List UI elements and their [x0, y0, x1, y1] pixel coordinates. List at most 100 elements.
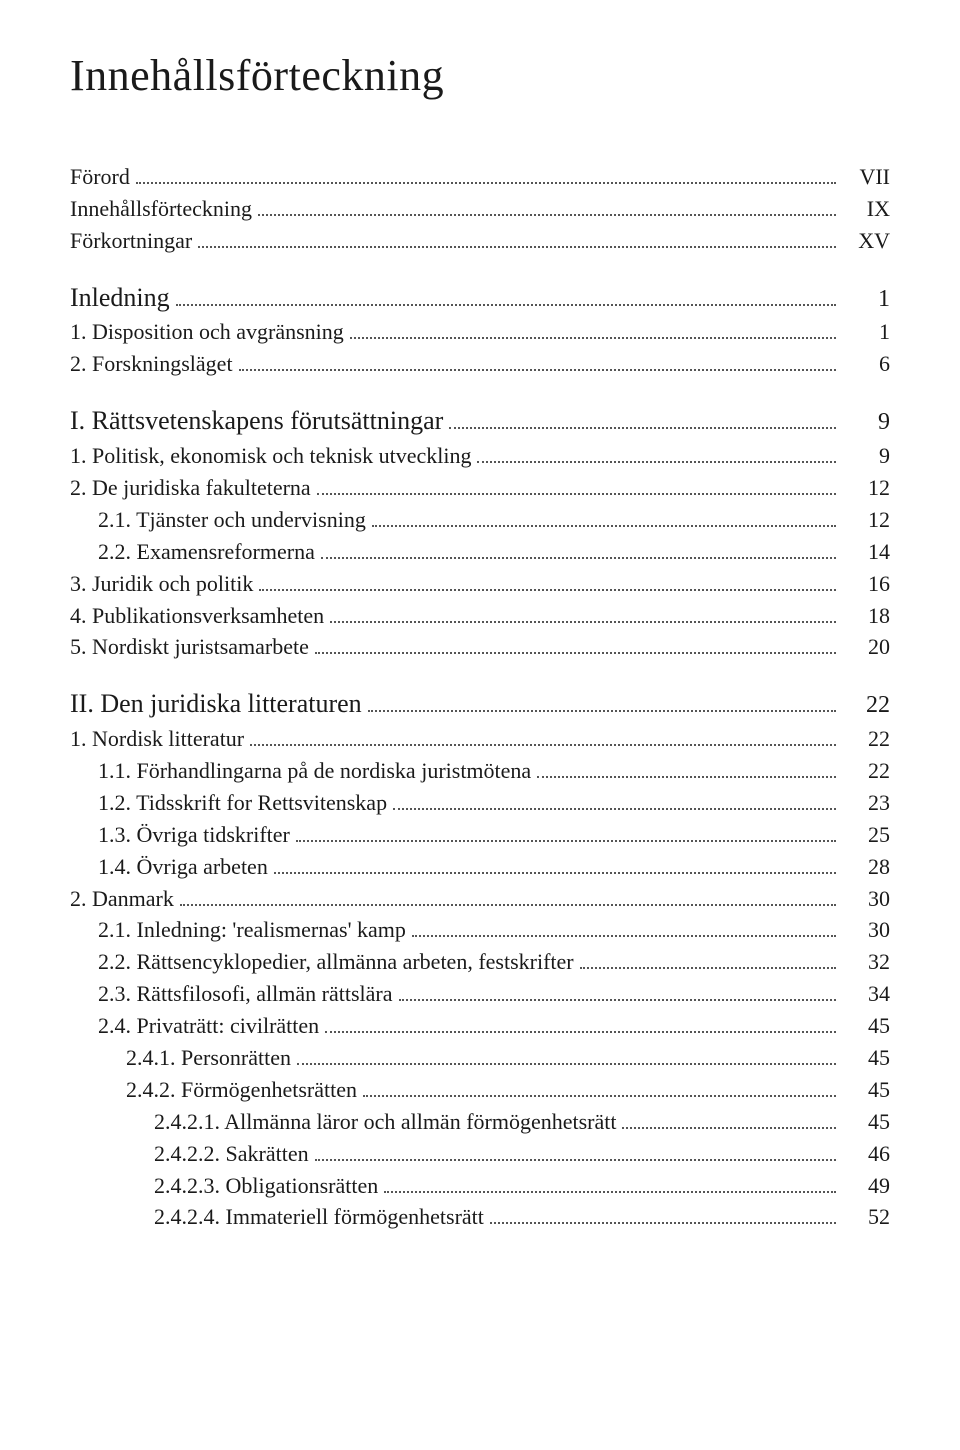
toc-entry-page: 20	[842, 631, 890, 663]
toc-entry-page: 30	[842, 883, 890, 915]
toc-entry-page: 45	[842, 1042, 890, 1074]
toc-entry-label: 2.1. Inledning: 'realismernas' kamp	[98, 914, 406, 946]
toc-entry-label: 2.1. Tjänster och undervisning	[98, 504, 366, 536]
toc-entry: 1.2. Tidsskrift for Rettsvitenskap23	[70, 787, 890, 819]
toc-entry: 2.3. Rättsfilosofi, allmän rättslära 34	[70, 978, 890, 1010]
toc-entry-page: XV	[842, 225, 890, 257]
toc-entry: I. Rättsvetenskapens förutsättningar 9	[70, 402, 890, 440]
toc-entry: 2.1. Tjänster och undervisning 12	[70, 504, 890, 536]
toc-entry: FörordVII	[70, 161, 890, 193]
toc-dot-leader	[622, 1107, 836, 1129]
toc-entry-label: 2. De juridiska fakulteterna	[70, 472, 311, 504]
toc-entry: 2.4. Privaträtt: civilrätten 45	[70, 1010, 890, 1042]
toc-entry-page: 45	[842, 1074, 890, 1106]
toc-block: II. Den juridiska litteraturen221. Nordi…	[70, 685, 890, 1233]
toc-entry-label: II. Den juridiska litteraturen	[70, 685, 362, 723]
toc-entry-label: 2.2. Examensreformerna	[98, 536, 315, 568]
toc-entry: Inledning1	[70, 279, 890, 317]
toc-entry: 1.4. Övriga arbeten 28	[70, 851, 890, 883]
toc-dot-leader	[393, 788, 836, 810]
toc-entry-label: 2.4.2.2. Sakrätten	[154, 1138, 309, 1170]
toc-dot-leader	[297, 1043, 836, 1065]
toc-entry: Innehållsförteckning IX	[70, 193, 890, 225]
toc-dot-leader	[537, 756, 836, 778]
toc-entry: 2.4.2.2. Sakrätten 46	[70, 1138, 890, 1170]
toc-entry: 1. Disposition och avgränsning 1	[70, 316, 890, 348]
toc-entry: 4. Publikationsverksamheten18	[70, 600, 890, 632]
toc-entry: 2.1. Inledning: 'realismernas' kamp 30	[70, 914, 890, 946]
toc-entry: 2.2. Rättsencyklopedier, allmänna arbete…	[70, 946, 890, 978]
toc-dot-leader	[580, 948, 836, 970]
toc-dot-leader	[136, 162, 836, 184]
toc-entry: 1.3. Övriga tidskrifter25	[70, 819, 890, 851]
toc-entry-page: 16	[842, 568, 890, 600]
toc-dot-leader	[315, 1139, 836, 1161]
toc-entry-label: 2. Danmark	[70, 883, 174, 915]
toc-entry-label: Innehållsförteckning	[70, 193, 252, 225]
toc-entry-page: IX	[842, 193, 890, 225]
toc-block: I. Rättsvetenskapens förutsättningar 9 1. …	[70, 402, 890, 663]
toc-dot-leader	[176, 284, 836, 306]
toc-entry-page: 22	[842, 755, 890, 787]
toc-dot-leader	[180, 884, 836, 906]
toc-dot-leader	[315, 633, 836, 655]
toc-dot-leader	[477, 441, 836, 463]
toc-entry: 1. Nordisk litteratur22	[70, 723, 890, 755]
toc-dot-leader	[449, 407, 836, 429]
toc-entry-page: 14	[842, 536, 890, 568]
toc-entry-page: 46	[842, 1138, 890, 1170]
toc-entry: 2.4.2. Förmögenhetsrätten45	[70, 1074, 890, 1106]
toc-dot-leader	[372, 505, 836, 527]
toc-entry-page: 30	[842, 914, 890, 946]
toc-entry: 2.4.2.1. Allmänna läror och allmän förmö…	[70, 1106, 890, 1138]
toc-dot-leader	[250, 724, 836, 746]
toc-dot-leader	[296, 820, 836, 842]
toc-entry: 2. Danmark 30	[70, 883, 890, 915]
toc-entry-page: 52	[842, 1201, 890, 1233]
toc-entry-label: 2. Forskningsläget	[70, 348, 233, 380]
toc-entry-label: 1. Disposition och avgränsning	[70, 316, 344, 348]
toc-entry-page: 22	[842, 723, 890, 755]
toc-entry-page: 49	[842, 1170, 890, 1202]
toc-entry: 2. Forskningsläget 6	[70, 348, 890, 380]
toc-dot-leader	[363, 1075, 836, 1097]
toc-dot-leader	[490, 1203, 836, 1225]
toc-entry-page: 1	[842, 316, 890, 348]
toc-dot-leader	[325, 1011, 836, 1033]
toc-entry-label: 2.4. Privaträtt: civilrätten	[98, 1010, 319, 1042]
toc-entry-label: 2.4.2.4. Immateriell förmögenhetsrätt	[154, 1201, 484, 1233]
toc-dot-leader	[239, 350, 836, 372]
toc-block: FörordVIIInnehållsförteckningIXFörkortni…	[70, 161, 890, 257]
toc-entry-label: 2.4.2.1. Allmänna läror och allmän förmö…	[154, 1106, 616, 1138]
toc-dot-leader	[198, 226, 836, 248]
toc-entry-page: 34	[842, 978, 890, 1010]
toc-dot-leader	[399, 979, 837, 1001]
toc-dot-leader	[258, 194, 836, 216]
toc-entry-label: 1.3. Övriga tidskrifter	[98, 819, 290, 851]
toc-entry-page: 9	[842, 405, 890, 440]
toc-entry-page: 23	[842, 787, 890, 819]
toc-entry-page: 28	[842, 851, 890, 883]
toc-entry: Förkortningar XV	[70, 225, 890, 257]
toc-entry-label: Inledning	[70, 279, 170, 317]
toc-entry-label: 1. Politisk, ekonomisk och teknisk utvec…	[70, 440, 471, 472]
toc-entry: 1.1. Förhandlingarna på de nordiska juri…	[70, 755, 890, 787]
page-title: Innehållsförteckning	[70, 50, 890, 101]
toc-entry-label: 2.3. Rättsfilosofi, allmän rättslära	[98, 978, 393, 1010]
toc-dot-leader	[321, 537, 836, 559]
toc-dot-leader	[274, 852, 836, 874]
toc-entry-label: Förord	[70, 161, 130, 193]
toc-entry-page: 12	[842, 504, 890, 536]
toc-entry-page: 45	[842, 1010, 890, 1042]
toc-entry-label: 1.4. Övriga arbeten	[98, 851, 268, 883]
toc-entry-label: Förkortningar	[70, 225, 192, 257]
toc-entry-page: 6	[842, 348, 890, 380]
toc-entry: 2. De juridiska fakulteterna 12	[70, 472, 890, 504]
toc-entry-page: 45	[842, 1106, 890, 1138]
toc-entry-page: 12	[842, 472, 890, 504]
toc-entry: II. Den juridiska litteraturen22	[70, 685, 890, 723]
toc-root: FörordVIIInnehållsförteckningIXFörkortni…	[70, 161, 890, 1233]
toc-entry: 2.4.1. Personrätten45	[70, 1042, 890, 1074]
toc-dot-leader	[317, 473, 836, 495]
toc-entry-label: I. Rättsvetenskapens förutsättningar	[70, 402, 443, 440]
